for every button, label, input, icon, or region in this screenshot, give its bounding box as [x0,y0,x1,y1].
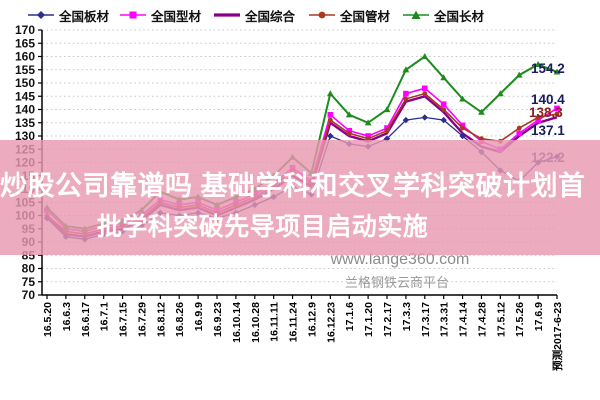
x-tick-label: 16.8.26 [174,302,186,337]
x-tick-label: 预测2017-6-23 [551,302,564,371]
y-tick-label: 75 [22,275,36,289]
legend-label: 全国长材 [434,9,485,24]
y-tick-label: 140 [15,103,35,117]
y-tick-label: 80 [22,262,36,276]
circle-marker-icon [309,11,335,19]
legend-item-guancai: 全国管材 [309,7,391,24]
legend-label: 全国综合 [245,9,296,24]
chart-legend: 全国板材 全国型材 全国综合 全国管材 [0,3,600,25]
x-tick-label: 17.3.31 [439,302,451,337]
square-marker-icon [120,11,146,19]
x-tick-label: 16.6.17 [80,302,92,337]
y-tick-label: 165 [15,36,35,50]
y-tick-label: 170 [15,23,35,37]
x-tick-label: 17.5.12 [495,302,507,337]
x-tick-label: 16.11.11 [269,302,281,342]
x-tick-label: 16.8.12 [155,302,167,337]
y-tick-label: 135 [15,116,35,130]
x-tick-label: 17.5.26 [514,302,526,337]
x-tick-label: 16.11.24 [288,302,300,342]
x-tick-label: 16.7.15 [118,302,130,337]
x-tick-label: 16.7.29 [136,302,148,337]
triangle-marker-icon [403,10,429,19]
series-end-value-label: 154.2 [531,61,565,76]
y-tick-label: 145 [15,89,35,103]
thick-line-marker-icon [214,13,240,17]
x-tick-label: 17.2.17 [382,302,394,337]
series-end-value-label: 140.4 [531,92,565,107]
x-tick-label: 16.12.9 [306,302,318,337]
x-tick-label: 16.10.28 [250,302,262,343]
legend-label: 全国板材 [59,9,110,24]
headline-overlay-band [0,140,600,255]
x-tick-label: 16.6.3 [61,302,73,331]
headline-line1: 炒股公司靠谱吗 基础学科和交叉学科突破计划首 [0,171,586,201]
x-tick-label: 16.10.14 [231,302,243,343]
x-tick-label: 16.9.9 [193,302,205,331]
x-tick-label: 17.4.14 [458,302,470,337]
legend-item-bancai: 全国板材 [28,7,110,24]
x-tick-label: 17.1.20 [363,302,375,337]
x-tick-label: 16.12.23 [325,302,337,343]
diamond-marker-icon [28,11,54,19]
y-tick-label: 130 [15,129,35,143]
x-tick-label: 17.3.3 [401,302,413,331]
x-tick-label: 16.5.20 [42,302,54,337]
legend-label: 全国管材 [340,9,391,24]
y-tick-label: 160 [15,50,35,64]
y-tick-label: 70 [22,288,36,302]
legend-item-zonghe: 全国综合 [214,7,296,24]
legend-item-changcai: 全国长材 [403,7,485,24]
x-tick-label: 17.1.6 [344,302,356,331]
y-tick-label: 155 [15,63,35,77]
watermark-platform-text: 兰格钢铁云商平台 [345,275,449,290]
series-end-value-label: 137.1 [531,123,565,138]
legend-item-xingcai: 全国型材 [120,7,202,24]
x-tick-label: 17.3.17 [420,302,432,337]
x-tick-label: 17.4.28 [476,302,488,337]
legend-label: 全国型材 [151,9,202,24]
x-tick-label: 16.9.23 [212,302,224,337]
x-tick-label: 17.6.9 [533,302,545,331]
series-end-value-label: 138.3 [529,105,563,120]
y-tick-label: 150 [15,76,35,90]
x-tick-label: 16.7.1 [99,302,111,331]
headline-line2: 批学科突破先导项目启动实施 [96,213,429,241]
watermark-site-text: www.lange360.com [330,251,470,268]
